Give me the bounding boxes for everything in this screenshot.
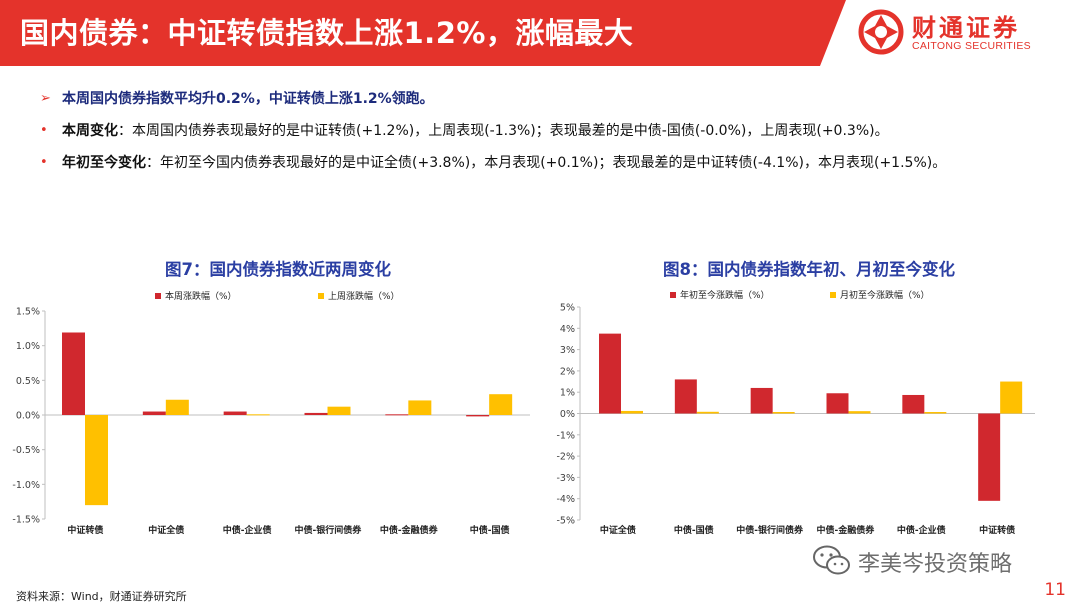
bar xyxy=(902,394,925,414)
bar xyxy=(246,414,270,416)
week-text: 本周变化：本周国内债券表现最好的是中证转债(+1.2%)，上周表现(-1.3%)… xyxy=(62,120,889,142)
category-label: 中证全债 xyxy=(600,524,636,536)
page-title: 国内债券：中证转债指数上涨1.2%，涨幅最大 xyxy=(20,16,634,50)
logo-text-en: CAITONG SECURITIES xyxy=(912,40,1031,52)
category-label: 中债-企业债 xyxy=(223,524,272,536)
bar xyxy=(165,399,189,415)
lead-text: 本周国内债券指数平均升0.2%，中证转债上涨1.2%领跑。 xyxy=(62,91,434,107)
bar xyxy=(621,410,643,414)
dot-bullet-icon: • xyxy=(40,155,48,170)
chart8-title: 图8：国内债券指数年初、月初至今变化 xyxy=(663,260,955,279)
category-label: 中债-银行间债券 xyxy=(736,524,804,536)
ytd-label: 年初至今变化 xyxy=(62,155,146,171)
y-tick-label: -0.5% xyxy=(12,445,40,456)
y-tick-label: -1.0% xyxy=(12,480,40,491)
legend-label: 上周涨跌幅（%） xyxy=(328,290,400,302)
week-label: 本周变化 xyxy=(62,123,118,139)
y-tick-label: 0% xyxy=(560,409,575,420)
category-label: 中证转债 xyxy=(67,524,103,536)
legend-swatch xyxy=(670,292,676,298)
y-tick-label: 0.0% xyxy=(16,411,40,422)
y-tick-label: 5% xyxy=(560,303,575,314)
bar xyxy=(489,394,513,415)
legend-label: 月初至今涨跌幅（%） xyxy=(840,289,930,301)
legend-swatch xyxy=(830,292,836,298)
category-label: 中债-金融债券 xyxy=(817,524,876,536)
bar xyxy=(674,379,697,414)
bar xyxy=(772,412,795,414)
ytd-bullet: • 年初至今变化：年初至今国内债券表现最好的是中证全债(+3.8%)，本月表现(… xyxy=(40,152,1070,184)
bar xyxy=(142,411,166,415)
legend-swatch xyxy=(318,293,324,299)
logo: 财通证券 CAITONG SECURITIES xyxy=(820,0,1080,66)
category-label: 中债-国债 xyxy=(674,524,714,536)
chart7: -1.5% -1.0% -0.5% 0.0% 0.5% 1.0% 1.5% 中证转债 中证全债 中… xyxy=(12,290,530,536)
wechat-icon xyxy=(813,545,850,575)
y-tick-label: -1% xyxy=(557,430,576,441)
bar xyxy=(408,400,432,415)
watermark-text: 李美岑投资策略 xyxy=(858,552,1013,577)
legend-label: 年初至今涨跌幅（%） xyxy=(680,289,770,301)
week-bullet: • 本周变化：本周国内债券表现最好的是中证转债(+1.2%)，上周表现(-1.3… xyxy=(40,120,1070,152)
y-tick-label: 3% xyxy=(560,345,575,356)
bar xyxy=(978,413,1001,501)
category-label: 中证全债 xyxy=(148,524,184,536)
y-tick-label: 1% xyxy=(560,388,575,399)
ytd-body: ：年初至今国内债券表现最好的是中证全债(+3.8%)，本月表现(+0.1%)；表… xyxy=(146,155,947,171)
bar xyxy=(924,412,947,414)
bar xyxy=(62,332,85,415)
dot-bullet-icon: • xyxy=(40,123,48,138)
header-bar: 国内债券：中证转债指数上涨1.2%，涨幅最大 财通证券 CAITONG SECU… xyxy=(0,0,1080,66)
bar xyxy=(1000,381,1023,414)
y-tick-label: -3% xyxy=(557,473,576,484)
caitong-logo-icon xyxy=(858,9,904,55)
y-tick-label: -5% xyxy=(557,516,576,527)
y-tick-label: 2% xyxy=(560,366,575,377)
source-note: 资料来源：Wind，财通证券研究所 xyxy=(16,590,187,603)
bar xyxy=(85,415,108,506)
bar xyxy=(826,393,849,414)
y-tick-label: 4% xyxy=(560,324,575,335)
week-body: ：本周国内债券表现最好的是中证转债(+1.2%)，上周表现(-1.3%)；表现最… xyxy=(118,123,889,139)
y-tick-label: 1.0% xyxy=(16,341,40,352)
arrow-bullet-icon: ➢ xyxy=(40,91,51,106)
bar xyxy=(304,412,328,415)
bar xyxy=(848,411,871,414)
legend-label: 本周涨跌幅（%） xyxy=(165,290,237,302)
category-label: 中债-银行间债券 xyxy=(295,524,363,536)
y-tick-label: -2% xyxy=(557,452,576,463)
y-tick-label: 1.5% xyxy=(16,307,40,318)
bar xyxy=(327,406,351,415)
bar xyxy=(599,333,621,414)
bar xyxy=(466,415,490,417)
category-label: 中证转债 xyxy=(979,524,1015,536)
lead-bullet: ➢ 本周国内债券指数平均升0.2%，中证转债上涨1.2%领跑。 xyxy=(40,88,1070,120)
bar xyxy=(750,387,773,414)
category-label: 中债-企业债 xyxy=(897,524,946,536)
chart8: -5% -4% -3% -2% -1% 0% 1% 2% 3% 4% 5% 中证全债 中债-国债 中债-银… xyxy=(557,289,1035,536)
y-tick-label: 0.5% xyxy=(16,376,40,387)
y-tick-label: -1.5% xyxy=(12,515,40,526)
bar xyxy=(696,411,719,414)
page-number: 11 xyxy=(1044,580,1066,600)
bar xyxy=(223,411,247,415)
logo-text-cn: 财通证券 xyxy=(912,14,1020,42)
category-label: 中债-国债 xyxy=(470,524,510,536)
category-label: 中债-金融债券 xyxy=(380,524,439,536)
bar xyxy=(385,414,409,416)
ytd-text: 年初至今变化：年初至今国内债券表现最好的是中证全债(+3.8%)，本月表现(+0… xyxy=(62,152,946,174)
chart7-title: 图7：国内债券指数近两周变化 xyxy=(165,260,391,279)
summary-bullets: ➢ 本周国内债券指数平均升0.2%，中证转债上涨1.2%领跑。 • 本周变化：本… xyxy=(40,88,1070,184)
y-tick-label: -4% xyxy=(557,494,576,505)
legend-swatch xyxy=(155,293,161,299)
